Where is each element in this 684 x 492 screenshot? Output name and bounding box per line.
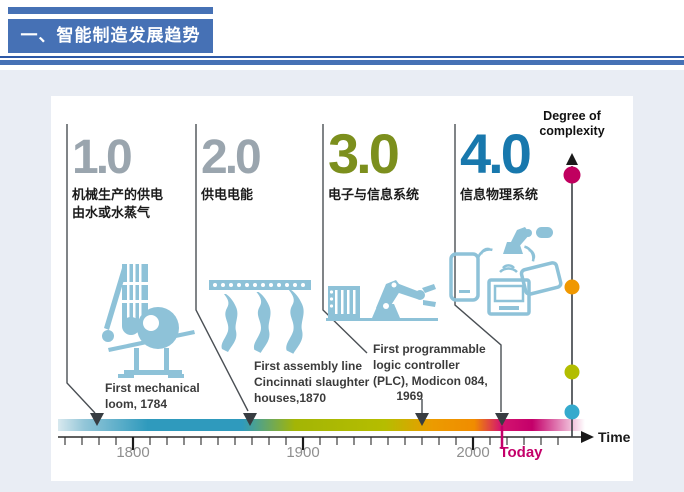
stage-number-2: 2.0 [201, 131, 262, 184]
stage-number-3: 3.0 [328, 122, 400, 185]
page-title: 一、智能制造发展趋势 [8, 19, 213, 53]
header-top-rule [8, 7, 213, 14]
complexity-axis-label: Degree of complexity [539, 109, 605, 138]
stage-label-1: 机械生产的供电 由水或水蒸气 [72, 187, 164, 221]
industry-evolution-figure: 1.0 2.0 3.0 4.0 机械生产的供电 由水或水蒸气 供电电能 电子与信… [51, 96, 633, 481]
stage-label-2: 供电电能 [201, 187, 254, 202]
complexity-dot-4 [563, 166, 581, 184]
stage-number-4: 4.0 [460, 122, 532, 185]
slaughterhouse-assembly-line-icon [209, 280, 311, 354]
header-divider [0, 60, 684, 65]
year-label-2000: 2000 [456, 444, 490, 461]
wifi-icon [476, 247, 493, 260]
plc-robot-arm-icon [326, 280, 438, 321]
complexity-dot-2 [564, 364, 580, 380]
stage-label-3: 电子与信息系统 [328, 187, 420, 202]
complexity-dot-1 [564, 404, 580, 420]
milestone-arrow-icons [90, 413, 509, 426]
connected-devices-icon [449, 227, 563, 316]
today-label: Today [499, 444, 543, 461]
stage-label-4: 信息物理系统 [460, 187, 539, 202]
mechanical-loom-icon [102, 264, 195, 378]
year-label-1900: 1900 [286, 444, 320, 461]
milestone-annotation-1784: First mechanical loom, 1784 [105, 381, 200, 411]
complexity-axis-arrow-icon [566, 153, 578, 165]
time-axis [58, 426, 594, 450]
header-divider-dark [0, 56, 684, 58]
stage-number-1: 1.0 [72, 131, 133, 184]
time-axis-label: Time [598, 429, 631, 445]
milestone-annotation-1969: First programmable logic controller (PLC… [373, 342, 488, 404]
milestone-annotation-1870: First assembly line Cincinnati slaughter… [254, 359, 370, 405]
wifi-icon [499, 264, 518, 273]
wifi-icon [524, 245, 536, 262]
stage-divider-lines [66, 124, 502, 414]
complexity-dot-3 [564, 279, 580, 295]
year-label-1800: 1800 [116, 444, 150, 461]
time-axis-arrow-icon [581, 431, 594, 443]
figure-graphics [58, 124, 594, 450]
complexity-axis [563, 153, 581, 437]
timeline-gradient-bar [58, 419, 585, 431]
